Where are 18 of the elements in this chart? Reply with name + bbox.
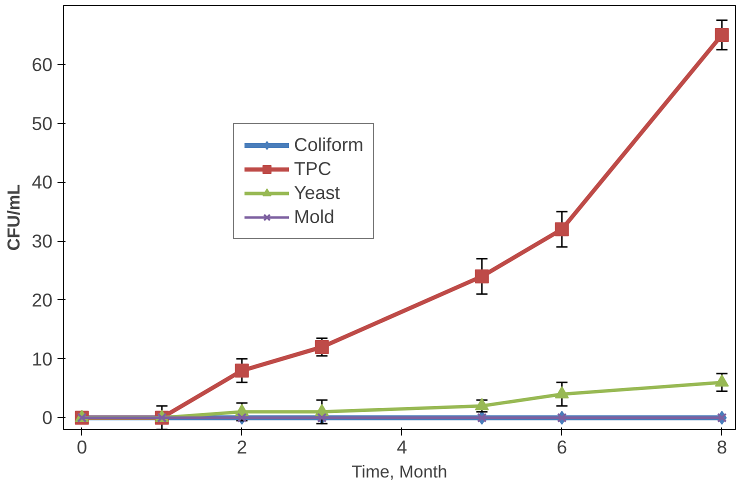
x-tick-label: 6 [556,436,568,458]
y-tick-label: 30 [32,230,53,252]
legend-label: Mold [294,206,334,228]
y-tick-label: 0 [42,407,53,428]
x-tick-label: 2 [236,436,248,458]
x-tick-label: 4 [396,436,408,458]
y-tick-label: 60 [32,54,53,75]
y-tick-label: 40 [32,172,53,193]
y-tick-label: 20 [32,289,53,310]
legend-label: TPC [294,158,332,180]
y-tick-label: 50 [32,112,53,134]
x-tick-label: 8 [716,436,728,458]
legend-label: Coliform [294,134,364,156]
x-tick-label: 0 [76,436,88,458]
x-axis-title: Time, Month [352,462,448,482]
y-tick-label: 10 [32,348,53,370]
y-axis-title: CFU/mL [4,184,24,251]
legend-label: Yeast [294,182,340,204]
